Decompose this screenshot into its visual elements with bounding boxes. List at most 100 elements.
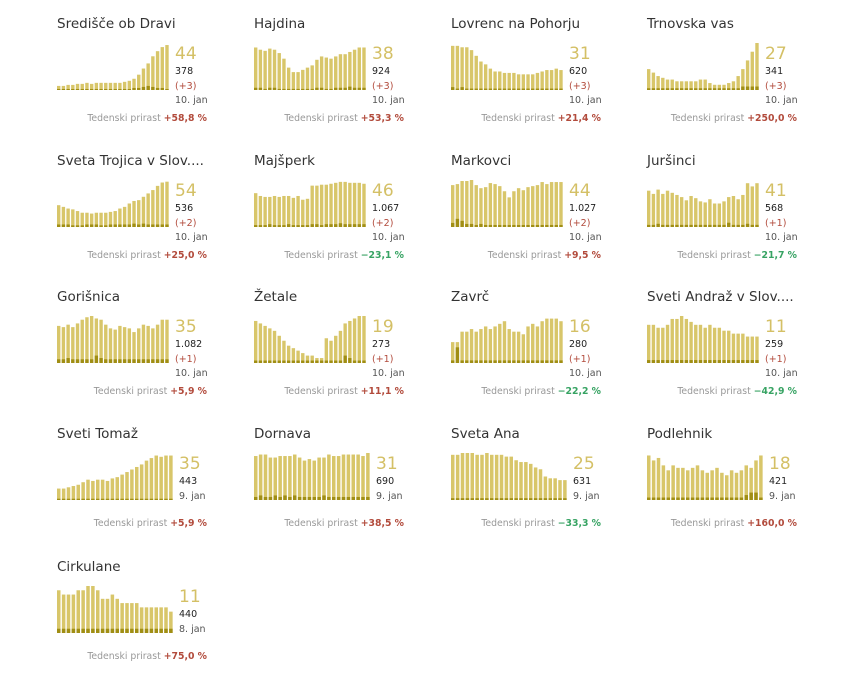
new-cases-bar: [694, 224, 698, 227]
active-cases-bar: [507, 197, 511, 227]
new-cases-bar: [319, 87, 324, 90]
active-cases-bar: [451, 342, 455, 363]
active-cases-bar: [745, 60, 750, 90]
total-cases-value: 280: [569, 339, 588, 350]
active-cases-bar: [122, 206, 127, 227]
new-cases-bar: [137, 224, 141, 227]
active-cases-bar: [533, 467, 538, 500]
new-cases-bar: [690, 497, 695, 500]
active-cases-bar: [689, 196, 693, 227]
bar-chart: [254, 181, 366, 227]
active-cases-bar: [499, 454, 504, 500]
new-cases-bar: [676, 497, 680, 500]
new-cases-bar: [357, 360, 361, 363]
active-cases-bar: [651, 324, 656, 363]
new-cases-bar: [307, 496, 312, 500]
active-cases-bar: [731, 196, 736, 227]
active-cases-bar: [348, 51, 352, 90]
new-cases-bar: [741, 360, 745, 363]
date-label: 10. jan: [372, 232, 405, 243]
new-cases-bar: [327, 496, 331, 500]
active-cases-bar: [273, 457, 278, 500]
new-cases-bar: [160, 224, 164, 227]
bar-chart: [254, 316, 366, 363]
new-cases-bar: [647, 360, 651, 363]
new-cases-bar: [715, 497, 719, 500]
active-cases-bar: [535, 72, 540, 90]
active-cases-bar: [165, 181, 169, 227]
active-cases-bar: [343, 181, 347, 227]
active-cases-bar: [137, 328, 141, 363]
new-cases-bar: [703, 88, 707, 90]
active-cases-bar: [362, 47, 366, 90]
new-cases-bar: [507, 360, 511, 363]
new-cases-bar: [144, 498, 149, 500]
new-cases-bar: [154, 498, 159, 500]
bar-chart: [57, 181, 169, 228]
date-label: 8. jan: [179, 624, 206, 635]
active-cases-bar: [319, 358, 324, 363]
municipality-card: Sveti Andraž v Slov.... 11 259 (+1) 10. jan T…: [647, 289, 827, 407]
active-cases-bar: [75, 83, 80, 90]
active-cases-bar: [745, 183, 750, 227]
active-cases-bar: [670, 192, 674, 227]
new-cases-bar: [254, 87, 258, 90]
new-cases-bar: [305, 225, 310, 227]
active-cases-bar: [71, 594, 76, 633]
new-cases-bar: [460, 87, 464, 90]
active-cases-bar: [755, 336, 759, 363]
active-cases-bar: [665, 324, 670, 363]
active-cases-bar: [80, 83, 84, 90]
active-cases-bar: [502, 72, 507, 90]
active-cases-bar: [132, 78, 136, 90]
active-cases-bar: [695, 465, 700, 500]
active-cases-bar: [712, 84, 717, 90]
new-cases-bar: [135, 628, 139, 633]
active-cases-bar: [739, 470, 744, 500]
active-cases-bar: [755, 183, 759, 227]
active-cases-bar: [494, 454, 499, 500]
new-cases-bar: [272, 225, 277, 227]
municipality-name: Podlehnik: [647, 426, 713, 442]
weekly-growth: Tedenski prirast +21,4 %: [451, 113, 601, 124]
new-cases-delta: (+3): [372, 81, 394, 92]
new-cases-bar: [665, 360, 670, 363]
active-cases-bar: [268, 48, 272, 90]
new-cases-bar: [490, 498, 494, 500]
active-cases-bar: [57, 488, 61, 500]
new-cases-bar: [545, 360, 549, 363]
new-cases-bar: [521, 360, 526, 363]
active-cases-bar: [108, 328, 113, 363]
municipality-name: Sveta Ana: [451, 426, 520, 442]
new-cases-bar: [127, 224, 132, 227]
new-cases-bar: [89, 88, 94, 90]
new-cases-bar: [115, 498, 120, 500]
new-cases-bar: [76, 498, 81, 500]
new-cases-bar: [514, 498, 518, 500]
active-cases-bar: [460, 453, 465, 500]
active-cases-bar: [85, 317, 89, 363]
total-cases-value: 1.082: [175, 339, 203, 350]
active-cases-bar: [66, 487, 71, 500]
new-cases-bar: [755, 360, 759, 363]
new-cases-bar: [684, 360, 689, 363]
new-cases-bar: [89, 224, 94, 227]
active-cases-bar: [698, 201, 703, 227]
new-cases-bar: [348, 86, 352, 90]
active-cases-bar: [465, 47, 469, 90]
active-cases-bar: [96, 479, 100, 500]
active-cases-bar: [741, 333, 745, 364]
new-cases-bar: [319, 360, 324, 363]
active-cases-bar: [122, 81, 127, 90]
new-cases-bar: [71, 225, 75, 227]
active-cases-bar: [86, 479, 90, 500]
bar-chart: [57, 586, 173, 633]
new-cases-bar: [745, 223, 750, 227]
active-cases-bar: [115, 477, 120, 500]
active-cases-bar: [169, 611, 173, 633]
active-cases-bar: [310, 65, 314, 90]
active-cases-bar: [104, 212, 108, 227]
active-cases-bar: [160, 182, 164, 227]
active-cases-bar: [254, 47, 258, 90]
new-cases-bar: [66, 498, 71, 500]
